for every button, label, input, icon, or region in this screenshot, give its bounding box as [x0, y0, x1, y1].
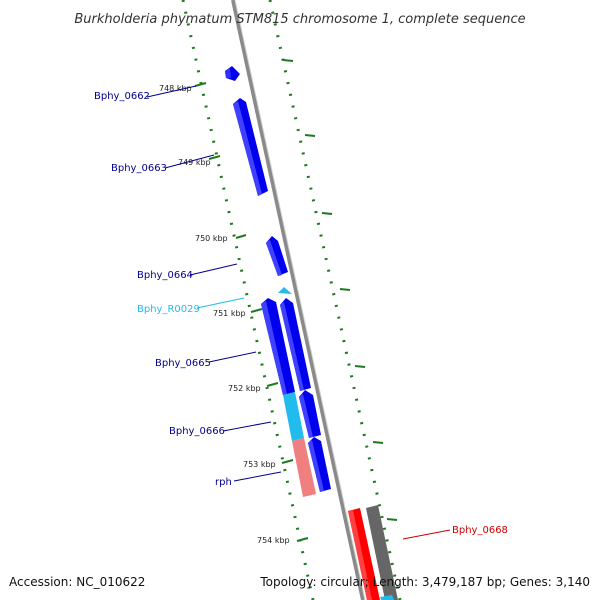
tick-mark-750 — [235, 234, 247, 239]
outer-tick-4 — [339, 288, 351, 291]
gene-gray[interactable] — [366, 505, 398, 600]
tick-label-754: 754 kbp — [257, 536, 290, 545]
tick-label-748: 748 kbp — [159, 84, 192, 93]
tick-mark-748 — [194, 82, 207, 87]
tick-track-inner — [181, 0, 315, 600]
tick-mark-754 — [296, 537, 309, 542]
connector-rph — [233, 471, 282, 482]
outer-tick-6 — [372, 441, 384, 444]
outer-tick-7 — [386, 518, 398, 521]
gene-label-bphy-0663[interactable]: Bphy_0663 — [111, 163, 167, 174]
outer-tick-1 — [282, 59, 294, 62]
tick-track-right — [268, 0, 402, 600]
tick-label-751: 751 kbp — [213, 309, 246, 318]
tick-labels: 748 kbp 749 kbp 750 kbp 751 kbp 752 kbp … — [159, 84, 290, 545]
gene-bphy-0668-shade — [348, 510, 372, 600]
gene-label-bphy-0668[interactable]: Bphy_0668 — [452, 525, 508, 536]
gene-bphy-0662-shade — [225, 68, 231, 78]
connector-bphy-0666 — [222, 421, 272, 432]
gene-right-1-shade — [280, 302, 304, 391]
connector-bphy-0663 — [164, 154, 215, 169]
tick-label-749: 749 kbp — [178, 158, 211, 167]
gene-label-bphy-0666[interactable]: Bphy_0666 — [169, 426, 225, 437]
gene-bphy-r0029[interactable] — [278, 287, 292, 294]
gene-bphy-0666[interactable] — [283, 392, 304, 441]
gene-right-3-shade — [308, 440, 324, 492]
outer-tick-3 — [321, 212, 333, 215]
tick-mark-749 — [208, 155, 221, 160]
gene-label-bphy-0665[interactable]: Bphy_0665 — [155, 358, 211, 369]
tick-mark-751 — [250, 308, 263, 313]
tick-track-left — [181, 0, 315, 600]
gene-bphy-0663-shade — [233, 101, 262, 196]
label-connectors — [146, 85, 451, 540]
tick-mark-753 — [281, 459, 294, 464]
tick-label-753: 753 kbp — [243, 460, 276, 469]
major-ticks — [194, 59, 398, 542]
accession-text: Accession: NC_010622 — [9, 575, 145, 589]
topology-summary-text: Topology: circular; Length: 3,479,187 bp… — [259, 575, 590, 589]
tick-mark-752 — [266, 382, 279, 387]
outer-tick-2 — [304, 134, 316, 137]
gene-rph[interactable] — [292, 438, 316, 497]
gene-label-rph[interactable]: rph — [215, 477, 232, 488]
gene-right-2-shade — [299, 394, 313, 438]
gene-label-bphy-0662[interactable]: Bphy_0662 — [94, 91, 150, 102]
connector-bphy-r0029 — [196, 297, 245, 309]
backbone-highlight — [234, 0, 366, 600]
connector-bphy-0665 — [208, 351, 257, 363]
connector-bphy-0662 — [146, 85, 197, 98]
tick-label-752: 752 kbp — [228, 384, 261, 393]
tick-label-750: 750 kbp — [195, 234, 228, 243]
gene-features — [225, 66, 398, 600]
connector-bphy-0668 — [402, 529, 451, 540]
gene-labels: Bphy_0662 Bphy_0663 Bphy_0664 Bphy_R0029… — [94, 91, 508, 536]
gene-label-bphy-r0029[interactable]: Bphy_R0029 — [137, 304, 200, 315]
gene-bphy-0664-shade — [266, 240, 282, 276]
gene-label-bphy-0664[interactable]: Bphy_0664 — [137, 270, 193, 281]
gene-bphy-0665-shade — [261, 301, 287, 395]
gene-cyan-bottom — [380, 595, 394, 600]
map-title: Burkholderia phymatum STM815 chromosome … — [74, 12, 525, 27]
chromosome-backbone — [231, 0, 365, 600]
connector-bphy-0664 — [189, 263, 238, 276]
tick-track-outer — [268, 0, 402, 600]
outer-tick-5 — [354, 365, 366, 368]
